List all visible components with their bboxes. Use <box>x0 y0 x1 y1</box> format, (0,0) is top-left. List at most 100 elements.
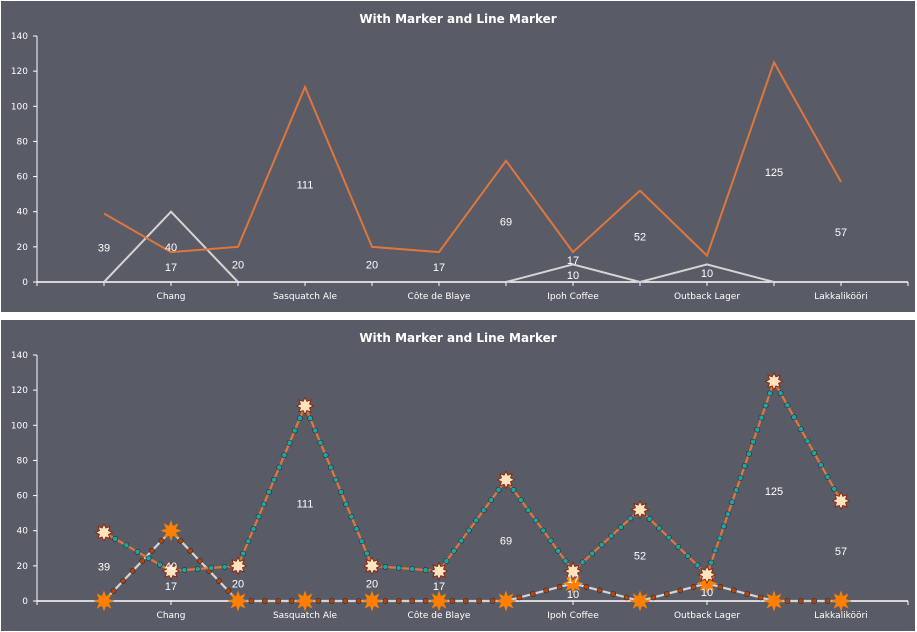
x-tick-label: Ipoh Coffee <box>547 611 599 621</box>
line-marker-1 <box>745 450 752 457</box>
line-marker-2 <box>328 598 335 604</box>
line-marker-1 <box>208 565 215 571</box>
point-marker-1 <box>496 470 516 490</box>
data-label-series-1: 39 <box>98 562 110 574</box>
line-marker-1 <box>791 414 797 421</box>
line-marker-1 <box>221 564 228 570</box>
line-marker-1 <box>358 538 365 545</box>
line-marker-2 <box>248 598 255 604</box>
series-line-2 <box>103 210 239 283</box>
line-marker-2 <box>196 557 203 564</box>
y-tick-label: 40 <box>17 208 29 218</box>
x-tick-label: Ipoh Coffee <box>547 292 599 302</box>
line-marker-1 <box>525 507 532 514</box>
line-marker-1 <box>720 523 727 530</box>
data-label-series-1: 125 <box>765 167 783 179</box>
line-marker-2 <box>744 591 751 597</box>
point-marker-1 <box>630 499 650 520</box>
line-marker-1 <box>322 452 329 459</box>
data-label-series-1: 17 <box>165 262 177 274</box>
line-marker-1 <box>733 487 740 493</box>
line-marker-2 <box>148 547 155 554</box>
y-tick-label: 60 <box>17 173 29 183</box>
line-marker-2 <box>215 578 222 584</box>
data-label-series-1: 20 <box>366 578 378 590</box>
line-marker-1 <box>627 515 634 522</box>
data-label-series-1: 20 <box>366 259 378 271</box>
line-marker-1 <box>737 475 744 481</box>
line-marker-2 <box>610 591 617 597</box>
line-marker-2 <box>516 594 523 601</box>
line-marker-1 <box>296 415 303 422</box>
y-tick-label: 0 <box>22 278 28 288</box>
chart-panel-bottom: With Marker and Line Marker 0 20 40 60 80 100 1… <box>1 320 915 631</box>
data-label-series-1: 125 <box>765 486 783 498</box>
line-marker-1 <box>712 547 719 554</box>
line-marker-2 <box>120 578 127 584</box>
data-label-series-2: 10 <box>567 589 579 601</box>
line-marker-2 <box>717 584 724 590</box>
chart-title: With Marker and Line Marker <box>359 331 556 345</box>
series-line-2 <box>505 263 775 284</box>
line-marker-1 <box>510 487 517 493</box>
line-marker-2 <box>395 598 402 604</box>
line-marker-1 <box>181 567 188 573</box>
x-tick-label: Côte de Blaye <box>408 610 471 621</box>
line-marker-2 <box>596 587 603 594</box>
line-marker-2 <box>355 598 362 604</box>
line-marker-2 <box>261 598 268 604</box>
line-marker-1 <box>547 537 554 544</box>
line-marker-1 <box>488 497 495 503</box>
line-marker-1 <box>579 559 586 566</box>
line-marker-2 <box>288 598 295 604</box>
data-label-series-1: 17 <box>165 581 177 593</box>
point-marker-1 <box>697 564 717 585</box>
line-marker-1 <box>589 550 596 557</box>
line-marker-1 <box>443 558 450 564</box>
line-marker-1 <box>112 536 119 542</box>
line-marker-2 <box>449 598 456 604</box>
line-marker-1 <box>123 542 130 549</box>
data-label-series-1: 39 <box>98 243 110 255</box>
y-tick-label: 20 <box>17 562 29 572</box>
line-marker-2 <box>422 598 429 604</box>
line-marker-2 <box>757 594 764 601</box>
x-tick-label: Outback Lager <box>674 292 740 302</box>
point-marker-2 <box>830 590 852 612</box>
line-marker-2 <box>275 598 282 604</box>
data-label-series-1: 52 <box>634 550 646 562</box>
line-marker-1 <box>725 511 731 518</box>
line-marker-2 <box>187 547 194 554</box>
line-marker-1 <box>317 439 324 446</box>
point-marker-2 <box>428 590 450 612</box>
data-label-series-1: 52 <box>634 231 646 243</box>
x-tick-label: Outback Lager <box>674 611 740 621</box>
data-label-series-1: 17 <box>433 262 445 274</box>
line-marker-1 <box>762 402 769 409</box>
point-marker-1 <box>161 561 181 581</box>
line-marker-1 <box>156 561 163 568</box>
line-marker-2 <box>139 557 146 564</box>
line-marker-1 <box>784 402 791 409</box>
x-tick-label: Lakkalikööri <box>814 292 867 302</box>
point-marker-2 <box>763 590 785 612</box>
line-marker-1 <box>758 414 765 421</box>
line-marker-2 <box>543 587 550 594</box>
line-marker-1 <box>343 501 350 508</box>
line-marker-2 <box>529 591 536 597</box>
line-marker-1 <box>240 550 247 557</box>
line-marker-1 <box>422 567 429 573</box>
series-line-1 <box>103 378 842 577</box>
y-tick-label: 60 <box>17 492 29 502</box>
point-marker-2 <box>160 520 182 542</box>
line-marker-2 <box>730 587 737 594</box>
line-marker-1 <box>450 547 457 554</box>
line-marker-1 <box>831 485 838 492</box>
data-label-series-1: 111 <box>297 179 314 191</box>
line-marker-1 <box>750 438 756 445</box>
y-tick-label: 100 <box>11 102 28 112</box>
line-marker-1 <box>338 489 344 495</box>
line-marker-1 <box>716 535 723 542</box>
data-label-series-1: 20 <box>232 259 244 271</box>
line-marker-1 <box>684 553 691 559</box>
